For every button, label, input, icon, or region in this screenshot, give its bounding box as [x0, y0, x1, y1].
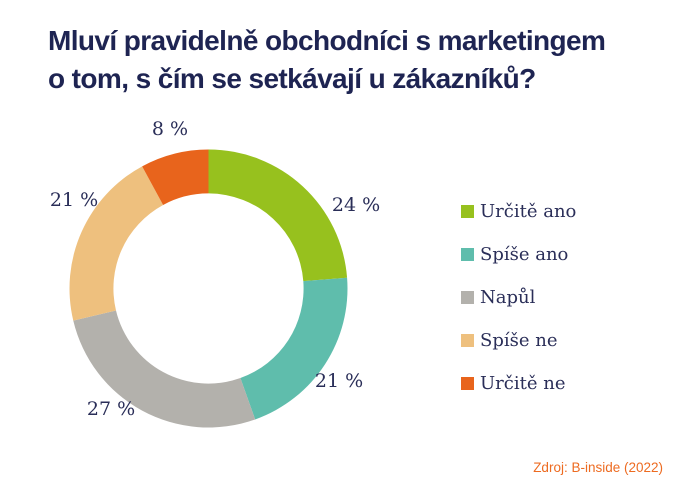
- donut-segment-2: [73, 310, 256, 428]
- pct-label-napul: 27 %: [86, 398, 136, 420]
- legend-label: Spíše ano: [480, 243, 569, 265]
- donut-segment-1: [240, 277, 348, 420]
- legend-swatch-icon: [461, 247, 474, 261]
- legend-item-urcite-ano: Určitě ano: [461, 200, 577, 222]
- legend-item-spise-ne: Spíše ne: [461, 329, 576, 351]
- pct-label-urcite-ano: 24 %: [331, 194, 381, 216]
- pct-label-spise-ne: 21 %: [49, 189, 99, 211]
- legend-item-napul: Napůl: [461, 286, 576, 308]
- legend-label: Napůl: [480, 286, 536, 308]
- legend-swatch-icon: [461, 376, 474, 390]
- chart-title-line2: o tom, s čím se setkávají u zákazníků?: [48, 63, 536, 94]
- donut-segment-3: [69, 166, 164, 321]
- legend-item-spise-ano: Spíše ano: [461, 243, 576, 265]
- legend-item-urcite-ne: Určitě ne: [461, 372, 576, 394]
- donut-segment-0: [208, 149, 348, 282]
- legend-swatch-icon: [461, 204, 474, 218]
- donut-segment-4: [142, 149, 209, 205]
- legend-label: Spíše ne: [480, 329, 558, 351]
- donut-chart: [69, 149, 348, 428]
- source-note: Zdroj: B-inside (2022): [533, 460, 663, 475]
- legend-swatch-icon: [461, 333, 474, 347]
- legend-swatch-icon: [461, 290, 474, 304]
- legend-label: Určitě ne: [480, 372, 566, 394]
- legend: Určitě ano Spíše ano Napůl Spíše ne Urči…: [461, 200, 577, 417]
- legend-label: Určitě ano: [480, 200, 577, 222]
- chart-title-line1: Mluví pravidelně obchodníci s marketinge…: [48, 25, 606, 56]
- chart-title: Mluví pravidelně obchodníci s marketinge…: [48, 22, 668, 98]
- pct-label-urcite-ne: 8 %: [151, 118, 189, 140]
- pct-label-spise-ano: 21 %: [314, 370, 364, 392]
